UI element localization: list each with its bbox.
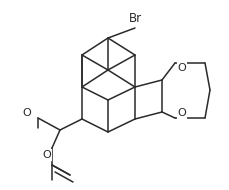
Text: O: O [178, 63, 186, 73]
Text: Br: Br [128, 12, 142, 25]
Text: O: O [43, 150, 51, 160]
Text: O: O [23, 108, 31, 118]
Text: O: O [178, 108, 186, 118]
